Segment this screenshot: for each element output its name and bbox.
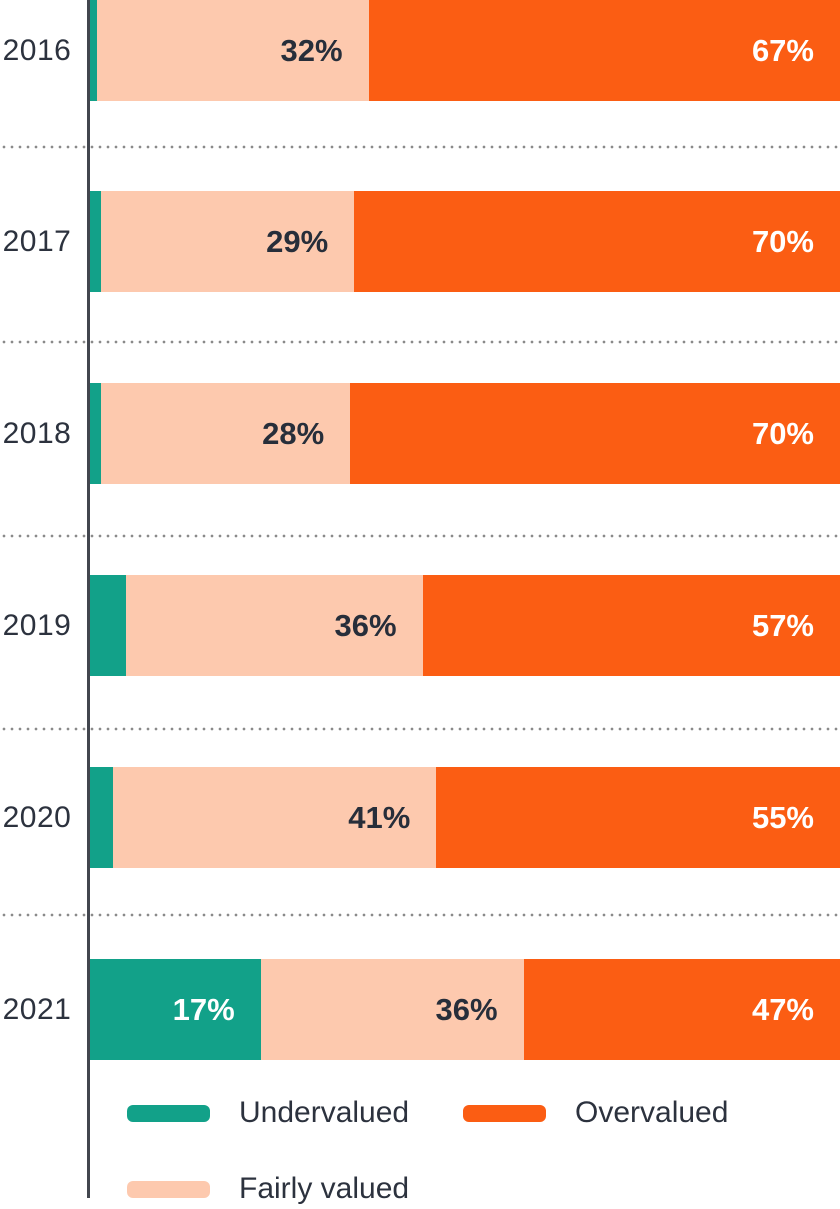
segment-overvalued-2019[interactable]: 57% xyxy=(422,575,840,676)
segment-value-label: 36% xyxy=(334,607,397,643)
segment-undervalued-2017[interactable] xyxy=(90,191,102,292)
dotted-separator xyxy=(0,913,840,917)
bar-row-2021: 2021 17% 36% 47% xyxy=(0,959,840,1060)
segment-value-label: 55% xyxy=(751,799,814,835)
legend-label-overvalued: Overvalued xyxy=(575,1096,729,1129)
segment-undervalued-2019[interactable] xyxy=(90,575,127,676)
dotted-separator xyxy=(0,727,840,731)
bar-row-2020: 2020 41% 55% xyxy=(0,767,840,868)
category-label-2019: 2019 xyxy=(2,608,72,642)
legend-item-overvalued[interactable]: Overvalued xyxy=(463,1096,728,1130)
segment-value-label: 17% xyxy=(172,991,235,1027)
stacked-bar-2018: 28% 70% xyxy=(90,383,840,484)
legend-swatch-overvalued xyxy=(463,1104,546,1122)
segment-value-label: 47% xyxy=(751,991,814,1027)
segment-undervalued-2021[interactable]: 17% xyxy=(90,959,261,1060)
stacked-bar-2017: 29% 70% xyxy=(90,191,840,292)
category-label-2016: 2016 xyxy=(2,33,72,67)
dotted-separator xyxy=(0,340,840,344)
segment-value-label: 32% xyxy=(280,32,343,68)
legend-item-undervalued[interactable]: Undervalued xyxy=(127,1096,409,1130)
bar-row-2019: 2019 36% 57% xyxy=(0,575,840,676)
segment-fairly-valued-2020[interactable]: 41% xyxy=(112,767,437,868)
category-label-2017: 2017 xyxy=(2,224,72,258)
segment-fairly-valued-2021[interactable]: 36% xyxy=(260,959,524,1060)
category-label-2018: 2018 xyxy=(2,416,72,450)
legend-swatch-fairly-valued xyxy=(127,1180,210,1198)
segment-overvalued-2016[interactable]: 67% xyxy=(368,0,840,101)
segment-value-label: 41% xyxy=(348,799,411,835)
segment-fairly-valued-2017[interactable]: 29% xyxy=(101,191,355,292)
segment-value-label: 67% xyxy=(751,32,814,68)
legend-label-fairly-valued: Fairly valued xyxy=(239,1172,410,1205)
stacked-bar-2020: 41% 55% xyxy=(90,767,840,868)
category-label-2020: 2020 xyxy=(2,800,72,834)
segment-fairly-valued-2019[interactable]: 36% xyxy=(126,575,423,676)
segment-fairly-valued-2018[interactable]: 28% xyxy=(101,383,351,484)
segment-overvalued-2018[interactable]: 70% xyxy=(350,383,840,484)
segment-value-label: 70% xyxy=(751,223,814,259)
stacked-bar-2016: 32% 67% xyxy=(90,0,840,101)
segment-undervalued-2016[interactable] xyxy=(90,0,98,101)
segment-value-label: 28% xyxy=(262,415,325,451)
bar-row-2017: 2017 29% 70% xyxy=(0,191,840,292)
stacked-bar-2021: 17% 36% 47% xyxy=(90,959,840,1060)
bar-row-2016: 2016 32% 67% xyxy=(0,0,840,101)
stacked-bar-2019: 36% 57% xyxy=(90,575,840,676)
y-axis-line xyxy=(87,0,90,1198)
segment-fairly-valued-2016[interactable]: 32% xyxy=(97,0,369,101)
segment-value-label: 70% xyxy=(751,415,814,451)
dotted-separator xyxy=(0,145,840,149)
segment-value-label: 57% xyxy=(751,607,814,643)
segment-overvalued-2020[interactable]: 55% xyxy=(436,767,840,868)
category-label-2021: 2021 xyxy=(2,992,72,1026)
segment-overvalued-2021[interactable]: 47% xyxy=(523,959,840,1060)
segment-value-label: 29% xyxy=(266,223,329,259)
dotted-separator xyxy=(0,534,840,538)
segment-value-label: 36% xyxy=(435,991,498,1027)
segment-overvalued-2017[interactable]: 70% xyxy=(354,191,840,292)
legend-label-undervalued: Undervalued xyxy=(239,1096,410,1129)
segment-undervalued-2020[interactable] xyxy=(90,767,113,868)
legend-item-fairly-valued[interactable]: Fairly valued xyxy=(127,1172,409,1206)
legend-swatch-undervalued xyxy=(127,1104,210,1122)
bar-row-2018: 2018 28% 70% xyxy=(0,383,840,484)
segment-undervalued-2018[interactable] xyxy=(90,383,102,484)
